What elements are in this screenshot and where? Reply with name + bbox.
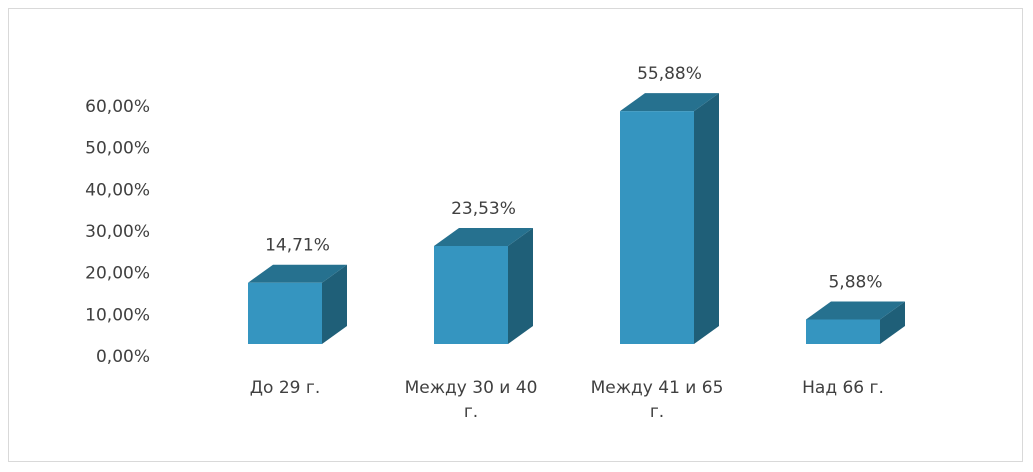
x-tick-label: Между 30 и 40 г.: [404, 378, 538, 422]
bar-top: [248, 264, 347, 283]
bar-side: [322, 264, 347, 344]
bar-top: [434, 227, 533, 246]
y-tick-label: 0,00%: [96, 347, 150, 367]
data-label: 14,71%: [265, 236, 330, 256]
bar-side: [508, 227, 533, 344]
bar-side: [880, 301, 905, 344]
bar-front: [434, 245, 508, 344]
data-label: 5,88%: [828, 273, 882, 293]
bar: [434, 227, 533, 344]
x-tick-label: Над 66 г.: [802, 378, 884, 398]
bar-front: [248, 282, 322, 344]
y-tick-label: 40,00%: [85, 180, 150, 200]
data-label: 55,88%: [637, 64, 702, 84]
bar-top: [806, 301, 905, 320]
x-tick-label: Между 41 и 65 г.: [590, 378, 724, 422]
bar: [248, 264, 347, 344]
bar-side: [694, 93, 719, 345]
y-tick-label: 10,00%: [85, 305, 150, 325]
y-tick-label: 60,00%: [85, 97, 150, 117]
bar: [806, 301, 905, 344]
bar-front: [620, 111, 694, 345]
y-tick-label: 30,00%: [85, 222, 150, 242]
y-tick-label: 50,00%: [85, 139, 150, 159]
bar-front: [806, 319, 880, 344]
bar-top: [620, 93, 719, 112]
x-tick-label: До 29 г.: [249, 378, 321, 398]
bar: [620, 93, 719, 345]
y-tick-label: 20,00%: [85, 264, 150, 284]
data-label: 23,53%: [451, 199, 516, 219]
